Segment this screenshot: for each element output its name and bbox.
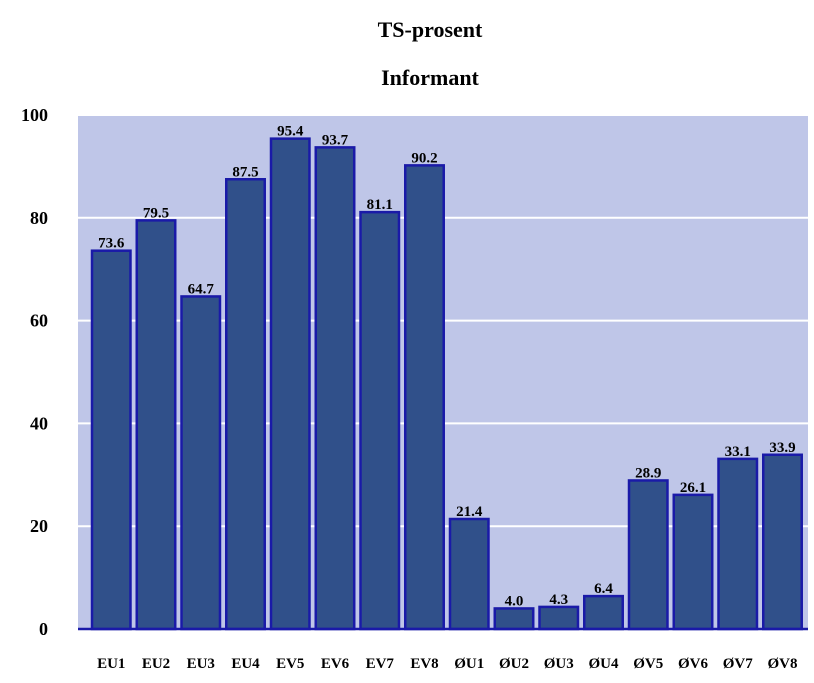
y-tick-label: 0 [39,619,48,639]
data-label: 90.2 [411,150,437,166]
bar-EU4 [225,178,266,631]
bar-ØU4 [583,594,624,631]
x-tick-label: ØU2 [499,656,529,672]
data-label: 28.9 [635,465,661,481]
x-tick-label: ØU1 [454,656,484,672]
x-tick-label: EU4 [231,656,260,672]
y-tick-label: 100 [21,105,48,125]
y-axis-ticks: 0 20 40 60 80 100 [21,105,48,639]
y-tick-label: 80 [30,208,48,228]
x-tick-label: EV5 [276,656,304,672]
data-label: 73.6 [98,236,125,252]
bar-ØV5 [627,479,669,631]
y-tick-label: 20 [30,516,48,536]
chart-subtitle: Informant [381,65,479,90]
data-label: 6.4 [594,581,613,597]
bar-EU1 [90,249,132,631]
bar-EU2 [135,219,177,631]
x-tick-label: ØV7 [723,656,754,672]
data-label: 81.1 [367,197,393,213]
x-tick-label: EU1 [97,656,125,672]
x-tick-label: ØV5 [633,656,663,672]
bar-EV6 [314,146,356,631]
bar-ØU2 [493,607,535,631]
x-axis-ticks: EU1 EU2 EU3 EU4 EV5 EV6 EV7 EV8 ØU1 ØU2 ØU3 ØU4 ØV5 Ø… [97,656,797,672]
y-tick-label: 40 [30,413,48,433]
data-label: 21.4 [456,504,483,520]
x-tick-label: EV6 [321,656,350,672]
bar-EU3 [180,295,222,631]
x-tick-label: ØV6 [678,656,709,672]
x-tick-label: EV8 [410,656,438,672]
bar-ØV6 [672,493,714,631]
x-tick-label: ØV8 [767,656,797,672]
bars [90,137,803,631]
y-tick-label: 60 [30,311,48,331]
bar-ØU1 [448,517,490,631]
bar-EV5 [269,137,311,631]
bar-ØV7 [717,457,759,631]
data-labels: 73.6 79.5 64.7 87.5 95.4 93.7 81.1 90.2 21.4 4.0 4… [98,124,795,610]
bar-EV8 [404,164,445,631]
data-label: 4.0 [505,593,524,609]
data-label: 79.5 [143,205,169,221]
x-tick-label: EU3 [187,656,215,672]
data-label: 33.9 [769,440,795,456]
bar-EV7 [359,210,401,631]
x-tick-label: ØU4 [588,656,619,672]
data-label: 64.7 [188,281,215,297]
x-tick-label: EU2 [142,656,170,672]
data-label: 33.1 [725,444,751,460]
bar-ØV8 [762,453,803,631]
data-label: 93.7 [322,132,349,148]
x-tick-label: EV7 [366,656,395,672]
data-label: 95.4 [277,124,304,140]
chart-title: TS-prosent [378,17,483,42]
data-label: 26.1 [680,480,706,496]
x-tick-label: ØU3 [544,656,574,672]
data-label: 87.5 [232,164,258,180]
data-label: 4.3 [549,592,568,608]
bar-ØU3 [538,605,580,631]
